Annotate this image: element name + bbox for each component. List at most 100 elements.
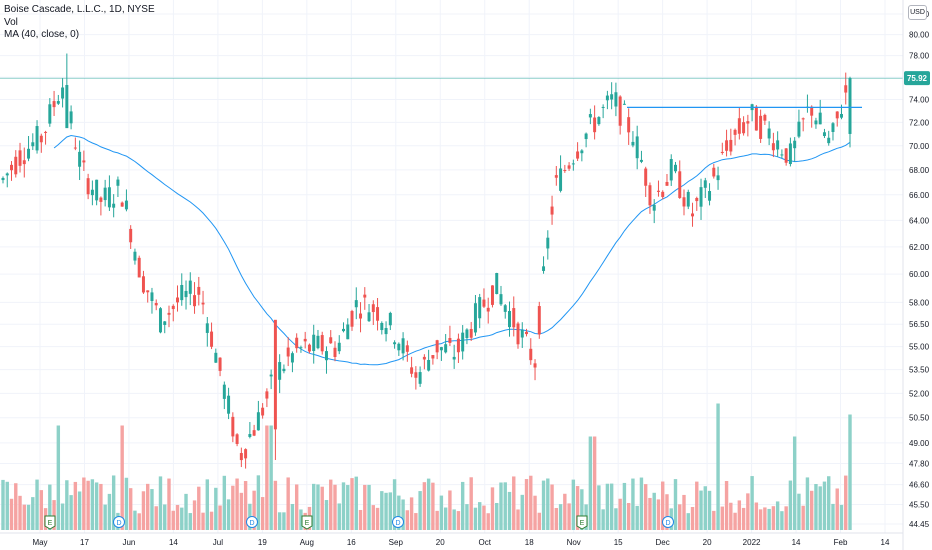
candle-body: [835, 111, 839, 119]
candle-body: [90, 189, 94, 196]
candle-body: [699, 187, 703, 207]
candle-body: [729, 139, 733, 152]
volume-bar: [703, 486, 707, 530]
volume-bar: [299, 509, 303, 530]
candle-body: [269, 374, 273, 377]
symbol-title[interactable]: Boise Cascade, L.L.C., 1D, NYSE: [4, 4, 155, 15]
volume-bar: [188, 513, 192, 530]
volume-bar: [124, 477, 129, 530]
price-tick-label: 45.50: [909, 501, 930, 510]
time-axis[interactable]: May 17 Jun 14 Jul 19 Aug 16 Sep 20 Oct 18 Nov 15 Dec 20…: [0, 532, 903, 547]
candle-body: [44, 131, 48, 133]
volume-bar: [797, 493, 801, 530]
event-marker-label: E: [48, 520, 53, 527]
candle-body: [848, 78, 852, 134]
candle-body: [767, 128, 771, 139]
volume-bar: [746, 493, 750, 530]
time-tick-label: Jun: [122, 538, 135, 547]
time-tick-label: Nov: [567, 538, 581, 547]
price-tick-label: 70.00: [909, 142, 930, 151]
candle-body: [435, 340, 439, 353]
candle-body: [537, 306, 541, 335]
volume-bar: [673, 479, 678, 530]
volume-bar: [48, 484, 52, 530]
volume-bar: [269, 425, 273, 530]
volume-bar: [94, 482, 99, 530]
candle-body: [158, 308, 162, 333]
volume-bar: [90, 479, 95, 530]
candle-body: [490, 285, 494, 305]
time-tick-label: Aug: [300, 538, 314, 547]
candle-body: [405, 345, 409, 352]
candle-body: [150, 292, 154, 302]
volume-bar: [252, 490, 256, 530]
price-tick-label: 46.60: [909, 481, 930, 490]
candle-body: [793, 140, 797, 149]
volume-bar: [754, 502, 759, 530]
volume-bar: [371, 505, 375, 530]
price-axis[interactable]: 82.0080.0078.0076.0074.0072.0070.0068.00…: [902, 0, 930, 550]
candle-body: [48, 104, 52, 124]
volume-bar: [571, 479, 576, 530]
volume-bar: [184, 493, 188, 530]
volume-bar: [163, 504, 167, 530]
earnings-marker[interactable]: E: [44, 515, 56, 530]
volume-bar: [73, 481, 78, 530]
volume-bar: [26, 504, 31, 530]
candle-body: [725, 140, 729, 151]
candle-body: [333, 347, 337, 357]
volume-bar: [788, 480, 793, 530]
volume-bar: [622, 482, 627, 530]
volume-bar: [771, 506, 776, 530]
volume-bar: [486, 513, 490, 530]
candle-body: [99, 197, 103, 202]
dividend-marker[interactable]: D: [246, 516, 258, 528]
time-tick-label: 18: [525, 538, 534, 547]
dividend-marker[interactable]: D: [392, 516, 404, 528]
candle-body: [184, 290, 188, 298]
earnings-marker[interactable]: E: [576, 515, 588, 530]
volume-bar: [418, 491, 422, 530]
candle-body: [801, 118, 805, 120]
time-tick-label: 2022: [743, 538, 761, 547]
volume-bar: [473, 507, 478, 530]
candle-body: [818, 112, 822, 125]
currency-badge[interactable]: USD: [908, 5, 927, 20]
volume-bar: [767, 508, 771, 530]
candle-body: [529, 348, 533, 361]
volume-bar: [380, 491, 384, 530]
candle-body: [295, 337, 299, 349]
volume-bar: [792, 436, 797, 530]
candle-body: [652, 204, 656, 211]
candle-body: [61, 87, 65, 99]
candle-body: [669, 158, 673, 181]
volume-bar: [316, 484, 320, 530]
candle-body: [661, 191, 665, 197]
volume-bar: [839, 504, 844, 530]
volume-bar: [763, 507, 767, 530]
volume-bar: [780, 511, 784, 530]
volume-bar: [141, 491, 146, 530]
volume-bar: [294, 484, 299, 530]
volume-bar: [537, 512, 541, 530]
candle-body: [797, 121, 801, 137]
price-tick-label: 56.50: [909, 320, 930, 329]
volume-bar: [205, 479, 210, 530]
earnings-marker[interactable]: E: [301, 515, 313, 530]
volume-indicator-label[interactable]: Vol: [4, 16, 18, 28]
volume-bar: [805, 477, 810, 530]
candle-body: [414, 372, 418, 378]
dividend-marker[interactable]: D: [662, 516, 674, 528]
volume-bar: [729, 502, 733, 530]
candle-body: [631, 141, 635, 146]
candle-body: [303, 338, 307, 342]
volume-bar: [146, 483, 150, 530]
candle-body: [388, 312, 392, 326]
ma-indicator-label[interactable]: MA (40, close, 0): [4, 29, 80, 40]
volume-bar: [201, 512, 205, 530]
dividend-marker[interactable]: D: [113, 516, 125, 528]
volume-bar: [822, 481, 827, 530]
candle-body: [831, 123, 835, 132]
